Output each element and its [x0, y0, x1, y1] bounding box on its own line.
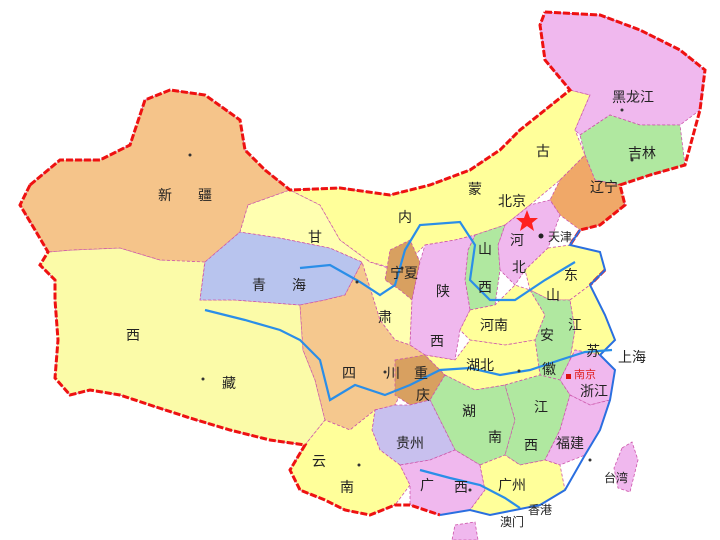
label-xi-gx: 西 — [454, 480, 468, 496]
label-shanghai: 上海 — [618, 350, 646, 366]
label-xi-tibet: 西 — [126, 328, 140, 344]
label-su-gansu: 肃 — [378, 310, 392, 326]
label-an: 安 — [540, 328, 554, 344]
yellow-river — [299, 220, 576, 302]
label-dong: 东 — [564, 268, 578, 284]
label-jiang-js: 江 — [568, 318, 582, 334]
label-tianjin: 天津 — [548, 230, 572, 244]
tianjin-dot-icon — [538, 233, 544, 239]
label-hu-hunan: 湖 — [462, 404, 476, 420]
coastline — [439, 229, 617, 517]
label-xianggang: 香港 — [528, 503, 552, 517]
beijing-star-icon — [516, 210, 538, 231]
label-ningxia: 宁夏 — [390, 265, 418, 282]
city-marks — [188, 108, 634, 492]
yangtze-river — [204, 308, 613, 402]
label-xin: 新 — [158, 188, 172, 204]
label-henan: 河南 — [480, 318, 508, 334]
label-gu: 古 — [536, 144, 550, 160]
label-taiwan: 台湾 — [604, 470, 628, 485]
label-jiang-jx: 江 — [534, 400, 548, 416]
label-he-hebei: 河 — [510, 233, 524, 249]
label-su-js: 苏 — [586, 344, 600, 360]
label-shaan: 陕 — [436, 284, 450, 300]
region-hainan — [451, 521, 479, 540]
region-guangxi — [399, 449, 486, 516]
region-qinghai — [199, 231, 363, 306]
label-chuan: 川 — [386, 366, 400, 382]
label-jilin: 吉林 — [628, 146, 656, 162]
label-meng: 蒙 — [468, 182, 482, 198]
label-gan: 甘 — [308, 230, 322, 246]
label-aomen: 澳门 — [500, 514, 524, 529]
label-shan-shandong: 山 — [546, 288, 560, 304]
nanjing-dot-icon — [566, 374, 571, 379]
label-heilongjiang: 黑龙江 — [612, 90, 654, 106]
label-beijing: 北京 — [498, 194, 526, 210]
region-anhui — [528, 289, 576, 381]
label-zang: 藏 — [222, 376, 236, 392]
label-guangzhou: 广州 — [498, 478, 526, 494]
region-tibet — [39, 247, 326, 446]
label-xi-shanxi: 西 — [478, 280, 492, 296]
pearl-river — [419, 468, 521, 509]
label-qing: 庆 — [416, 388, 430, 404]
label-qinghai: 青 — [252, 278, 266, 294]
label-guang-gx: 广 — [420, 478, 434, 494]
label-yun: 云 — [312, 454, 326, 470]
label-hui: 徽 — [542, 362, 556, 378]
region-zhejiang — [559, 349, 616, 406]
label-bei-hebei: 北 — [512, 260, 526, 276]
label-nei: 内 — [398, 210, 412, 226]
label-hubei: 湖北 — [466, 358, 494, 374]
label-liaoning: 辽宁 — [590, 179, 618, 196]
label-nan-yn: 南 — [340, 480, 354, 496]
region-fujian — [544, 394, 611, 466]
label-guizhou: 贵州 — [396, 436, 424, 452]
label-fujian: 福建 — [556, 436, 584, 452]
label-hai: 海 — [292, 278, 306, 294]
label-xi-shaanxi: 西 — [430, 334, 444, 350]
label-nan-hunan: 南 — [488, 430, 502, 446]
label-si: 四 — [342, 366, 356, 382]
label-jiang-xj: 疆 — [198, 188, 212, 204]
label-zhejiang: 浙江 — [580, 384, 608, 400]
label-shan-shanxi: 山 — [478, 242, 492, 258]
label-chong: 重 — [414, 366, 428, 382]
label-xi-jx: 西 — [524, 438, 538, 454]
region-taiwan — [613, 441, 639, 493]
label-nanjing: 南京 — [574, 367, 596, 381]
